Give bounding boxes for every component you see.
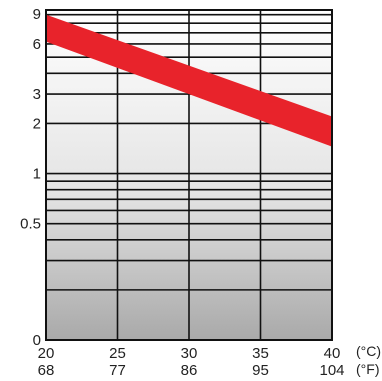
celsius-unit-label: (°C) [356,343,381,359]
x-tick-label-fahrenheit: 95 [252,362,269,379]
y-tick-label: 9 [33,6,41,23]
x-tick-label-celsius: 35 [252,345,269,362]
x-tick-label-celsius: 20 [38,345,55,362]
band-layer [46,14,332,147]
y-tick-label: 6 [33,36,41,53]
x-tick-label-fahrenheit: 77 [109,362,126,379]
y-tick-label: 3 [33,86,41,103]
y-tick-label: 0 [33,332,41,349]
x-tick-label-fahrenheit: 68 [38,362,55,379]
x-tick-label-celsius: 30 [181,345,198,362]
y-tick-label: 2 [33,115,41,132]
y-tick-label: 1 [33,166,41,183]
y-tick-label: 0.5 [20,216,41,233]
x-tick-label-celsius: 25 [109,345,126,362]
x-tick-label-fahrenheit: 104 [319,362,344,379]
x-tick-label-fahrenheit: 86 [181,362,198,379]
y-tick-labels: 9 6 3 2 1 0.5 0 [20,6,41,349]
red-band [46,14,332,147]
x-tick-label-celsius: 40 [324,345,341,362]
fahrenheit-unit-label: (°F) [356,361,379,377]
plot-frame [45,9,333,341]
